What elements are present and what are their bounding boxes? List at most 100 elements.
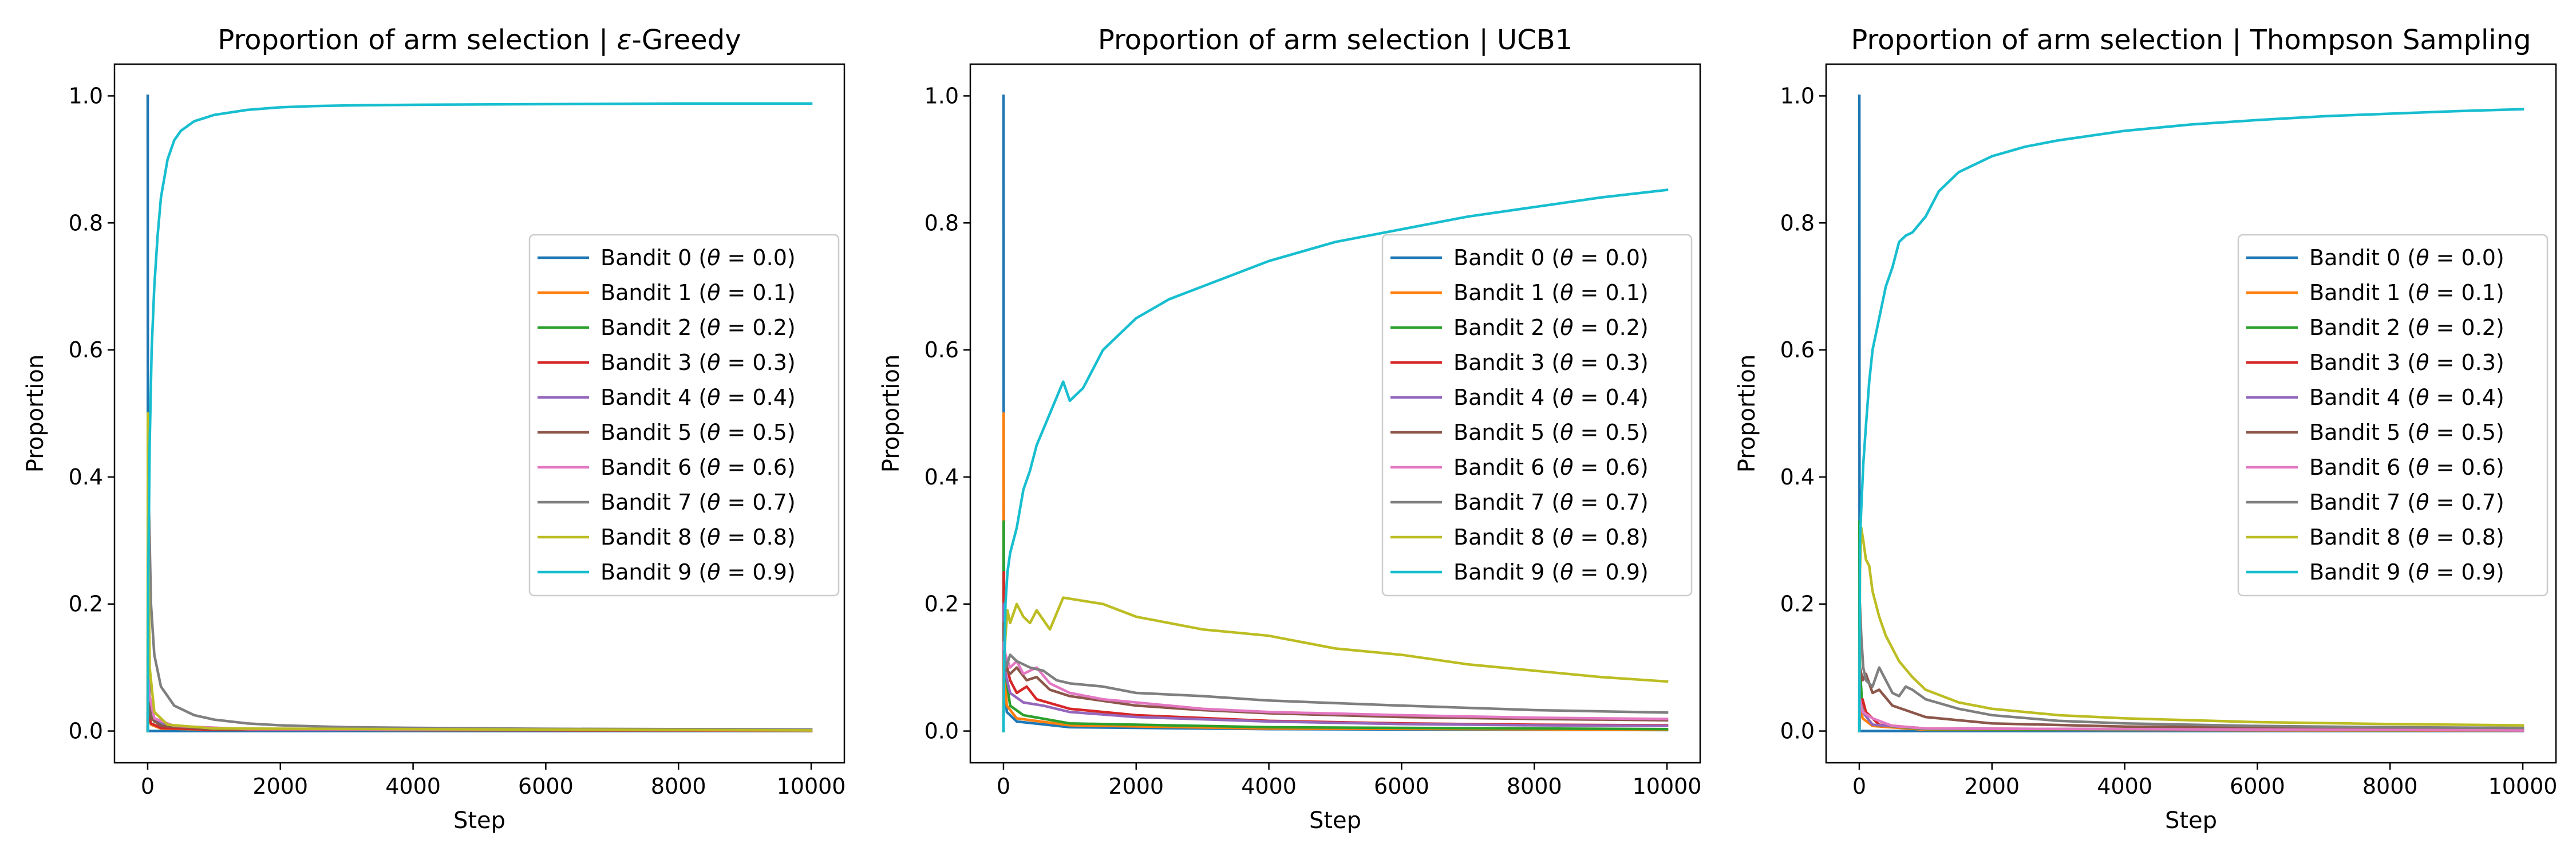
y-tick-label: 0.0: [924, 719, 959, 744]
legend: Bandit 0 (θ = 0.0) Bandit 1 (θ = 0.1) Band…: [528, 234, 840, 597]
legend-box: [2237, 234, 2549, 597]
x-tick-label: 4000: [2097, 774, 2152, 799]
series-line-bandit-5: [1002, 621, 1669, 732]
y-tick-label: 0.2: [924, 592, 959, 617]
legend-label-bandit-1: Bandit 1 (θ = 0.1): [2309, 280, 2504, 305]
x-tick-label: 8000: [1507, 774, 1562, 799]
axes-frame: [113, 63, 846, 764]
legend: Bandit 0 (θ = 0.0) Bandit 1 (θ = 0.1) Band…: [2237, 234, 2549, 597]
legend: Bandit 0 (θ = 0.0) Bandit 1 (θ = 0.1) Band…: [1381, 234, 1693, 597]
legend-label-bandit-3: Bandit 3 (θ = 0.3): [600, 350, 796, 375]
legend-label-bandit-7: Bandit 7 (θ = 0.7): [1453, 490, 1649, 515]
x-tick-label: 10000: [2488, 774, 2558, 799]
panel-1: 0 2000 4000 6000 8000 10000 0.0 0.2 0.4 0.6 0.8 1.0…: [878, 24, 1701, 834]
legend-label-bandit-8: Bandit 8 (θ = 0.8): [1453, 525, 1649, 550]
chart-title: Proportion of arm selection | UCB1: [1098, 24, 1573, 56]
y-tick-label: 0.4: [1780, 464, 1815, 490]
series-line-bandit-9: [1002, 188, 1669, 732]
panel-0: 0 2000 4000 6000 8000 10000 0.0 0.2 0.4 0.6 0.8 1.0…: [22, 24, 846, 834]
legend-box: [1381, 234, 1693, 597]
series-lines: [146, 94, 813, 732]
x-tick-label: 2000: [1108, 774, 1164, 799]
x-tick-label: 8000: [651, 774, 706, 799]
x-tick-label: 10000: [777, 774, 846, 799]
legend-label-bandit-3: Bandit 3 (θ = 0.3): [1453, 350, 1649, 375]
legend-label-bandit-2: Bandit 2 (θ = 0.2): [600, 315, 796, 340]
legend-label-bandit-1: Bandit 1 (θ = 0.1): [1453, 280, 1649, 305]
series-line-bandit-8: [1858, 526, 2524, 732]
series-line-bandit-8: [1002, 596, 1669, 732]
x-axis-label: Step: [2165, 807, 2217, 834]
y-tick-label: 0.8: [1780, 210, 1815, 235]
axes-frame: [969, 63, 1701, 764]
series-line-bandit-2: [1002, 520, 1669, 732]
y-tick-label: 0.8: [69, 210, 103, 235]
y-tick-label: 0.8: [924, 210, 959, 235]
legend-label-bandit-1: Bandit 1 (θ = 0.1): [600, 280, 796, 305]
series-line-bandit-1: [1002, 412, 1669, 732]
x-tick-label: 0: [141, 774, 155, 799]
legend-label-bandit-0: Bandit 0 (θ = 0.0): [2309, 245, 2504, 270]
series-line-bandit-9: [1858, 108, 2524, 732]
legend-label-bandit-2: Bandit 2 (θ = 0.2): [1453, 315, 1649, 340]
legend-label-bandit-3: Bandit 3 (θ = 0.3): [2309, 350, 2504, 375]
x-axis-label: Step: [453, 807, 505, 834]
series-lines: [1858, 94, 2524, 732]
panel-2: 0 2000 4000 6000 8000 10000 0.0 0.2 0.4 0.6 0.8 1.0…: [1734, 24, 2557, 834]
legend-label-bandit-4: Bandit 4 (θ = 0.4): [1453, 385, 1649, 410]
x-tick-label: 2000: [1964, 774, 2020, 799]
x-axis-label: Step: [1309, 807, 1361, 834]
legend-label-bandit-6: Bandit 6 (θ = 0.6): [600, 455, 796, 480]
y-tick-label: 0.2: [1780, 592, 1815, 617]
x-tick-label: 6000: [1374, 774, 1429, 799]
x-tick-label: 4000: [1241, 774, 1297, 799]
chart-title: Proportion of arm selection | Thompson S…: [1851, 24, 2531, 56]
x-tick-label: 0: [1852, 774, 1866, 799]
series-line-bandit-8: [146, 412, 813, 732]
legend-label-bandit-2: Bandit 2 (θ = 0.2): [2309, 315, 2504, 340]
legend-label-bandit-4: Bandit 4 (θ = 0.4): [2309, 385, 2504, 410]
legend-label-bandit-0: Bandit 0 (θ = 0.0): [1453, 245, 1649, 270]
series-lines: [1002, 94, 1669, 732]
y-axis-label: Proportion: [878, 354, 904, 472]
y-axis-label: Proportion: [22, 354, 49, 472]
legend-label-bandit-6: Bandit 6 (θ = 0.6): [2309, 455, 2504, 480]
y-tick-label: 0.2: [69, 592, 103, 617]
series-line-bandit-9: [146, 102, 813, 732]
legend-label-bandit-5: Bandit 5 (θ = 0.5): [1453, 420, 1649, 445]
series-line-bandit-5: [1858, 666, 2524, 732]
legend-label-bandit-0: Bandit 0 (θ = 0.0): [600, 245, 796, 270]
y-tick-label: 1.0: [69, 83, 103, 108]
axes-frame: [1825, 63, 2557, 764]
legend-label-bandit-7: Bandit 7 (θ = 0.7): [2309, 490, 2504, 515]
x-tick-label: 10000: [1633, 774, 1702, 799]
y-tick-label: 0.6: [924, 337, 959, 362]
y-tick-label: 0.6: [69, 337, 103, 362]
y-tick-label: 0.0: [69, 719, 103, 744]
legend-label-bandit-8: Bandit 8 (θ = 0.8): [2309, 525, 2504, 550]
x-tick-label: 6000: [2230, 774, 2285, 799]
y-axis-label: Proportion: [1734, 354, 1760, 472]
y-tick-label: 1.0: [924, 83, 959, 108]
y-tick-label: 0.4: [924, 464, 959, 490]
series-line-bandit-7: [1858, 602, 2524, 732]
y-tick-label: 0.4: [69, 464, 103, 490]
legend-label-bandit-9: Bandit 9 (θ = 0.9): [600, 559, 796, 585]
x-tick-label: 8000: [2362, 774, 2418, 799]
legend-label-bandit-4: Bandit 4 (θ = 0.4): [600, 385, 796, 410]
chart-title: Proportion of arm selection | ε-Greedy: [218, 24, 741, 56]
legend-label-bandit-5: Bandit 5 (θ = 0.5): [2309, 420, 2504, 445]
legend-box: [528, 234, 840, 597]
series-line-bandit-7: [1002, 650, 1669, 732]
legend-label-bandit-5: Bandit 5 (θ = 0.5): [600, 420, 796, 445]
x-tick-label: 2000: [252, 774, 308, 799]
legend-label-bandit-8: Bandit 8 (θ = 0.8): [600, 525, 796, 550]
legend-label-bandit-9: Bandit 9 (θ = 0.9): [1453, 559, 1649, 585]
x-tick-label: 6000: [518, 774, 574, 799]
legend-label-bandit-7: Bandit 7 (θ = 0.7): [600, 490, 796, 515]
y-tick-label: 0.6: [1780, 337, 1815, 362]
legend-label-bandit-6: Bandit 6 (θ = 0.6): [1453, 455, 1649, 480]
x-tick-label: 4000: [385, 774, 441, 799]
y-tick-label: 0.0: [1780, 719, 1815, 744]
